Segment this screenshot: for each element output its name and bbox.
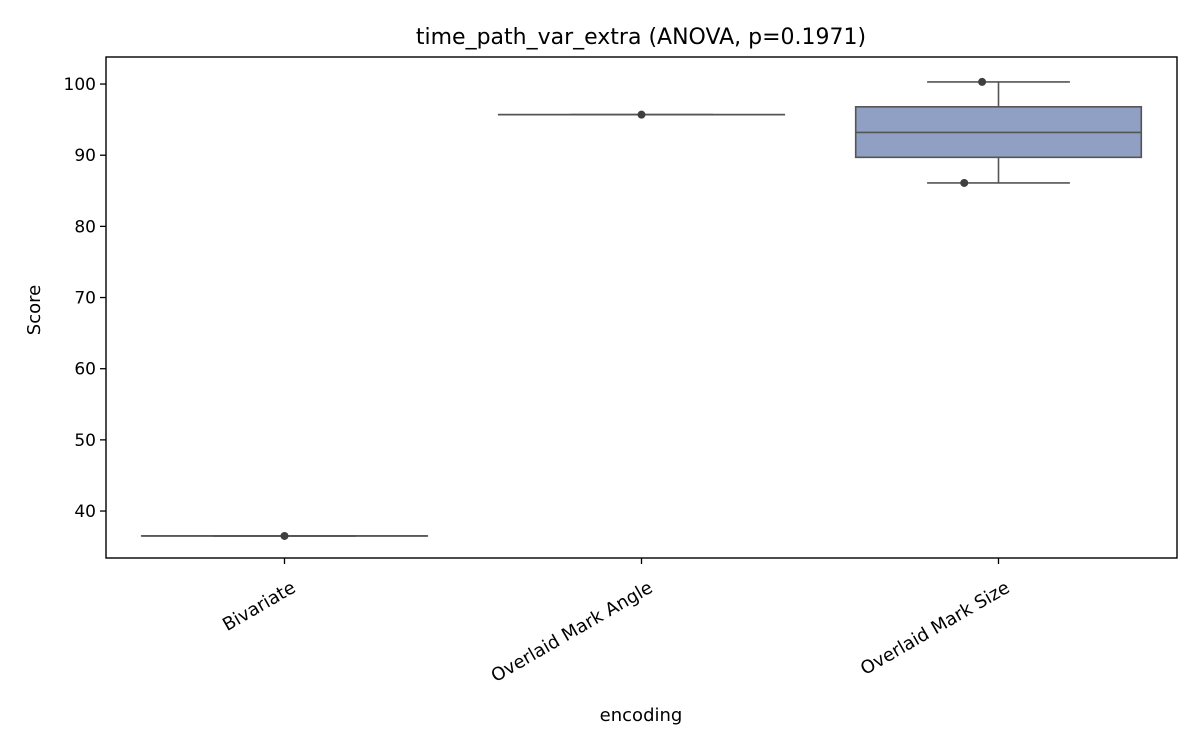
y-tick-label: 100 bbox=[64, 75, 96, 95]
plot-area bbox=[140, 77, 1143, 540]
x-axis-label: encoding bbox=[600, 705, 683, 726]
data-point bbox=[637, 110, 646, 119]
box-group bbox=[854, 77, 1143, 187]
y-tick-label: 50 bbox=[74, 431, 96, 451]
data-point bbox=[960, 178, 969, 187]
y-axis-label: Score bbox=[24, 285, 45, 335]
data-point bbox=[978, 77, 987, 86]
y-tick-label: 40 bbox=[74, 502, 96, 522]
y-tick-label: 60 bbox=[74, 360, 96, 380]
x-tick-label: Overlaid Mark Size bbox=[857, 577, 1013, 679]
box-group bbox=[497, 110, 786, 119]
chart-title: time_path_var_extra (ANOVA, p=0.1971) bbox=[416, 25, 866, 50]
y-tick-label: 70 bbox=[74, 289, 96, 309]
y-tick-label: 90 bbox=[74, 146, 96, 166]
x-tick-label: Bivariate bbox=[219, 577, 299, 635]
x-tick-label: Overlaid Mark Angle bbox=[488, 577, 657, 687]
y-tick-label: 80 bbox=[74, 217, 96, 237]
data-point bbox=[280, 531, 289, 540]
box-group bbox=[140, 531, 429, 540]
